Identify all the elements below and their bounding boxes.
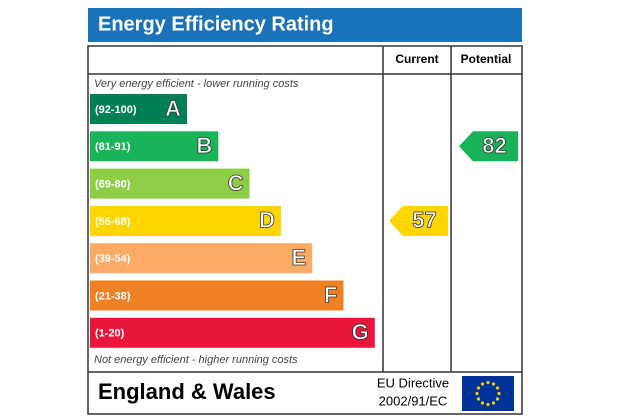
band xyxy=(90,205,281,236)
star xyxy=(486,380,490,385)
bottom-note: Not energy efficient - higher running co… xyxy=(94,354,298,366)
band-letter: A xyxy=(165,96,181,121)
chart-title: Energy Efficiency Rating xyxy=(98,13,334,35)
band-range: (1-20) xyxy=(95,328,125,340)
star xyxy=(475,391,479,396)
top-note: Very energy efficient - lower running co… xyxy=(94,78,299,90)
column-header: Potential xyxy=(461,52,512,66)
star xyxy=(495,397,500,401)
rating-arrow xyxy=(389,205,448,236)
band xyxy=(90,94,187,124)
band xyxy=(90,243,313,274)
directive: EU Directive xyxy=(377,375,449,390)
band-range: (39-54) xyxy=(95,253,131,265)
star xyxy=(480,401,485,405)
band-letter: B xyxy=(196,133,212,158)
band-range: (55-68) xyxy=(95,216,131,228)
rating-value: 57 xyxy=(412,208,436,233)
band-range: (81-91) xyxy=(95,141,131,153)
star xyxy=(491,382,496,386)
band-letter: D xyxy=(259,208,275,233)
star xyxy=(476,386,481,390)
star xyxy=(480,382,485,386)
star xyxy=(486,402,490,407)
star xyxy=(476,397,481,401)
band-range: (92-100) xyxy=(95,104,137,116)
band xyxy=(90,280,344,311)
band xyxy=(90,131,219,162)
band-range: (69-80) xyxy=(95,179,131,191)
title-bar xyxy=(88,8,522,42)
directive: 2002/91/EC xyxy=(379,393,448,408)
band-letter: F xyxy=(324,282,337,307)
band-letter: G xyxy=(352,320,369,345)
region: England & Wales xyxy=(98,379,276,404)
band-range: (21-38) xyxy=(95,290,131,302)
rating-arrow xyxy=(459,131,518,162)
star xyxy=(491,401,496,405)
band-letter: E xyxy=(292,245,307,270)
band xyxy=(90,168,250,199)
eu-flag xyxy=(462,376,514,411)
frame xyxy=(87,45,523,415)
band-letter: C xyxy=(228,170,244,195)
band xyxy=(90,317,375,348)
star xyxy=(497,391,501,396)
star xyxy=(495,386,500,390)
rating-value: 82 xyxy=(482,133,506,158)
column-header: Current xyxy=(395,52,438,66)
